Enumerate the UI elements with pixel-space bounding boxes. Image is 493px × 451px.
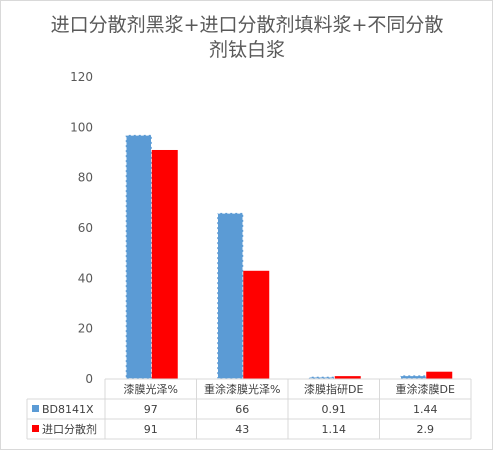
x-category-label: 漆膜光泽% bbox=[124, 382, 178, 396]
chart-title-line: 剂钛白浆 bbox=[209, 39, 285, 61]
legend-swatch bbox=[32, 405, 39, 412]
data-table-cell: 91 bbox=[144, 423, 158, 436]
y-tick-label: 100 bbox=[70, 120, 93, 134]
data-table-cell: 43 bbox=[235, 423, 249, 436]
bar-series-2 bbox=[151, 149, 178, 379]
y-tick-label: 20 bbox=[78, 322, 93, 336]
data-table-cell: 66 bbox=[235, 403, 249, 416]
x-category-label: 漆膜指研DE bbox=[304, 382, 363, 396]
y-tick-label: 80 bbox=[78, 171, 93, 185]
bar-series-1 bbox=[216, 212, 244, 380]
bar-series-2 bbox=[426, 371, 453, 379]
bar-series-1 bbox=[399, 374, 427, 380]
chart-title-line: 进口分散剂黑浆+进口分散剂填料浆+不同分散 bbox=[51, 14, 444, 36]
series-name-label: 进口分散剂 bbox=[42, 422, 97, 436]
x-category-label: 重涂漆膜DE bbox=[396, 382, 455, 396]
data-table-cell: 1.44 bbox=[413, 403, 438, 416]
y-tick-label: 120 bbox=[70, 70, 93, 84]
y-tick-label: 0 bbox=[85, 372, 93, 386]
y-tick-label: 60 bbox=[78, 221, 93, 235]
y-tick-label: 40 bbox=[78, 271, 93, 285]
data-table-cell: 2.9 bbox=[417, 423, 435, 436]
data-table-cell: 97 bbox=[144, 403, 158, 416]
data-table-cell: 1.14 bbox=[322, 423, 347, 436]
bar-series-2 bbox=[334, 376, 361, 379]
x-category-label: 重涂漆膜光泽% bbox=[204, 382, 280, 396]
series-name-label: BD8141X bbox=[42, 403, 94, 416]
bar-series-1 bbox=[125, 134, 153, 380]
data-table-cell: 0.91 bbox=[322, 403, 347, 416]
bar-series-2 bbox=[243, 270, 270, 379]
legend-swatch bbox=[32, 425, 39, 432]
